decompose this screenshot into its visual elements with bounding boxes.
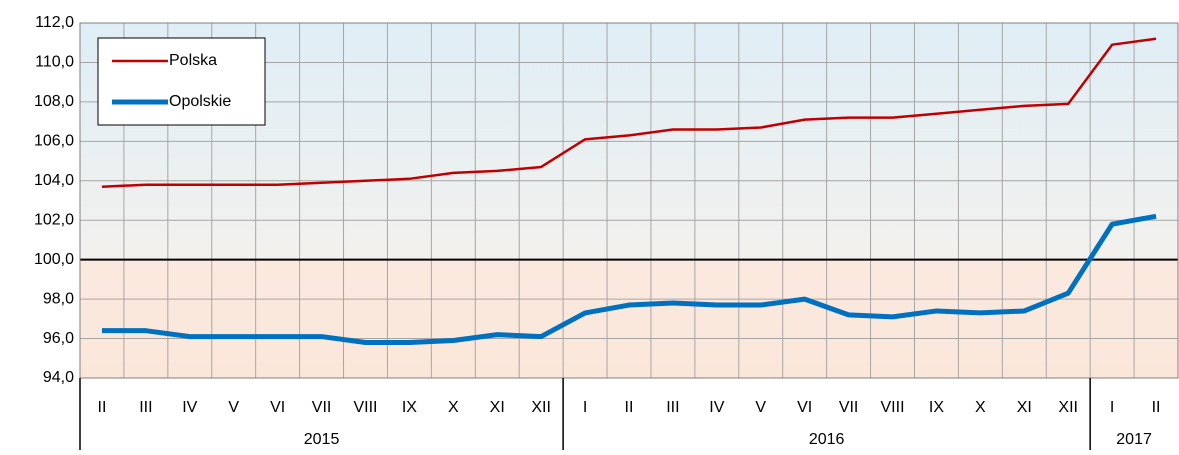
x-tick-label: III [139, 399, 152, 416]
x-tick-label: XII [1058, 399, 1078, 416]
y-tick-label: 96,0 [43, 330, 74, 347]
x-tick-label: II [98, 399, 107, 416]
series-line [101, 37, 1157, 188]
year-label: 2016 [809, 431, 845, 448]
legend-label: Polska [169, 52, 217, 69]
y-tick-label: 94,0 [43, 369, 74, 386]
x-tick-label: VII [839, 399, 859, 416]
series-line [101, 213, 1157, 345]
plot-border [79, 22, 1179, 379]
x-tick-label: XI [1017, 399, 1032, 416]
x-tick-label: IX [402, 399, 417, 416]
y-tick-label: 104,0 [34, 172, 74, 189]
x-tick-label: VI [797, 399, 812, 416]
legend-label: Opolskie [169, 93, 231, 110]
x-tick-label: IV [182, 399, 197, 416]
y-tick-label: 102,0 [34, 211, 74, 228]
x-tick-label: VII [312, 399, 332, 416]
x-tick-label: IX [929, 399, 944, 416]
y-tick-label: 112,0 [35, 14, 74, 31]
x-tick-label: XII [531, 399, 551, 416]
x-tick-label: I [1110, 399, 1114, 416]
y-tick-label: 106,0 [34, 133, 74, 150]
x-tick-label: VIII [881, 399, 905, 416]
plot-bg-lower [80, 259, 1178, 378]
x-tick-label: II [625, 399, 634, 416]
x-tick-label: IV [709, 399, 724, 416]
year-label: 2015 [304, 431, 340, 448]
x-tick-label: VI [270, 399, 285, 416]
x-tick-label: I [583, 399, 587, 416]
x-tick-label: III [666, 399, 679, 416]
x-tick-label: V [755, 399, 766, 416]
legend-box [97, 37, 266, 126]
y-tick-label: 100,0 [34, 251, 74, 268]
x-tick-label: X [975, 399, 986, 416]
x-tick-label: VIII [353, 399, 377, 416]
x-tick-label: X [448, 399, 459, 416]
x-tick-label: V [228, 399, 239, 416]
year-label: 2017 [1116, 431, 1152, 448]
y-tick-label: 108,0 [34, 93, 74, 110]
y-tick-label: 98,0 [43, 290, 74, 307]
x-tick-label: XI [490, 399, 505, 416]
x-tick-label: II [1152, 399, 1161, 416]
y-tick-label: 110,0 [35, 54, 74, 71]
